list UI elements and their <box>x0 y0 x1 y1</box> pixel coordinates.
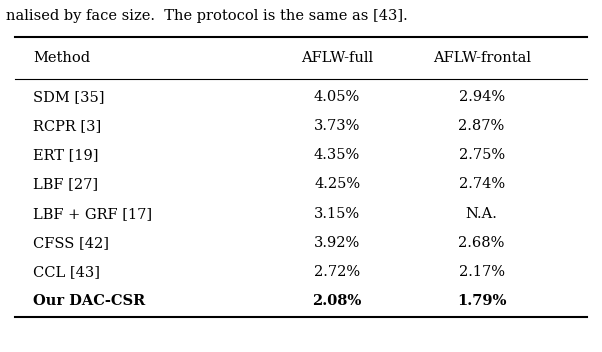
Text: AFLW-frontal: AFLW-frontal <box>433 51 530 65</box>
Text: 2.75%: 2.75% <box>459 148 504 162</box>
Text: LBF + GRF [17]: LBF + GRF [17] <box>33 207 152 221</box>
Text: 2.72%: 2.72% <box>314 265 360 279</box>
Text: 3.15%: 3.15% <box>314 207 360 221</box>
Text: 4.35%: 4.35% <box>314 148 360 162</box>
Text: LBF [27]: LBF [27] <box>33 177 98 191</box>
Text: CFSS [42]: CFSS [42] <box>33 236 109 250</box>
Text: Our DAC-CSR: Our DAC-CSR <box>33 294 145 308</box>
Text: AFLW-full: AFLW-full <box>301 51 373 65</box>
Text: nalised by face size.  The protocol is the same as [43].: nalised by face size. The protocol is th… <box>6 9 408 23</box>
Text: 2.87%: 2.87% <box>459 119 504 133</box>
Text: 2.08%: 2.08% <box>312 294 362 308</box>
Text: Method: Method <box>33 51 90 65</box>
Text: ERT [19]: ERT [19] <box>33 148 99 162</box>
Text: 2.17%: 2.17% <box>459 265 504 279</box>
Text: 4.25%: 4.25% <box>314 177 360 191</box>
Text: 4.05%: 4.05% <box>314 90 360 104</box>
Text: 2.68%: 2.68% <box>458 236 505 250</box>
Text: 1.79%: 1.79% <box>457 294 506 308</box>
Text: 2.74%: 2.74% <box>459 177 504 191</box>
Text: 3.92%: 3.92% <box>314 236 360 250</box>
Text: 3.73%: 3.73% <box>314 119 361 133</box>
Text: N.A.: N.A. <box>466 207 497 221</box>
Text: CCL [43]: CCL [43] <box>33 265 100 279</box>
Text: RCPR [3]: RCPR [3] <box>33 119 101 133</box>
Text: SDM [35]: SDM [35] <box>33 90 105 104</box>
Text: 2.94%: 2.94% <box>459 90 504 104</box>
